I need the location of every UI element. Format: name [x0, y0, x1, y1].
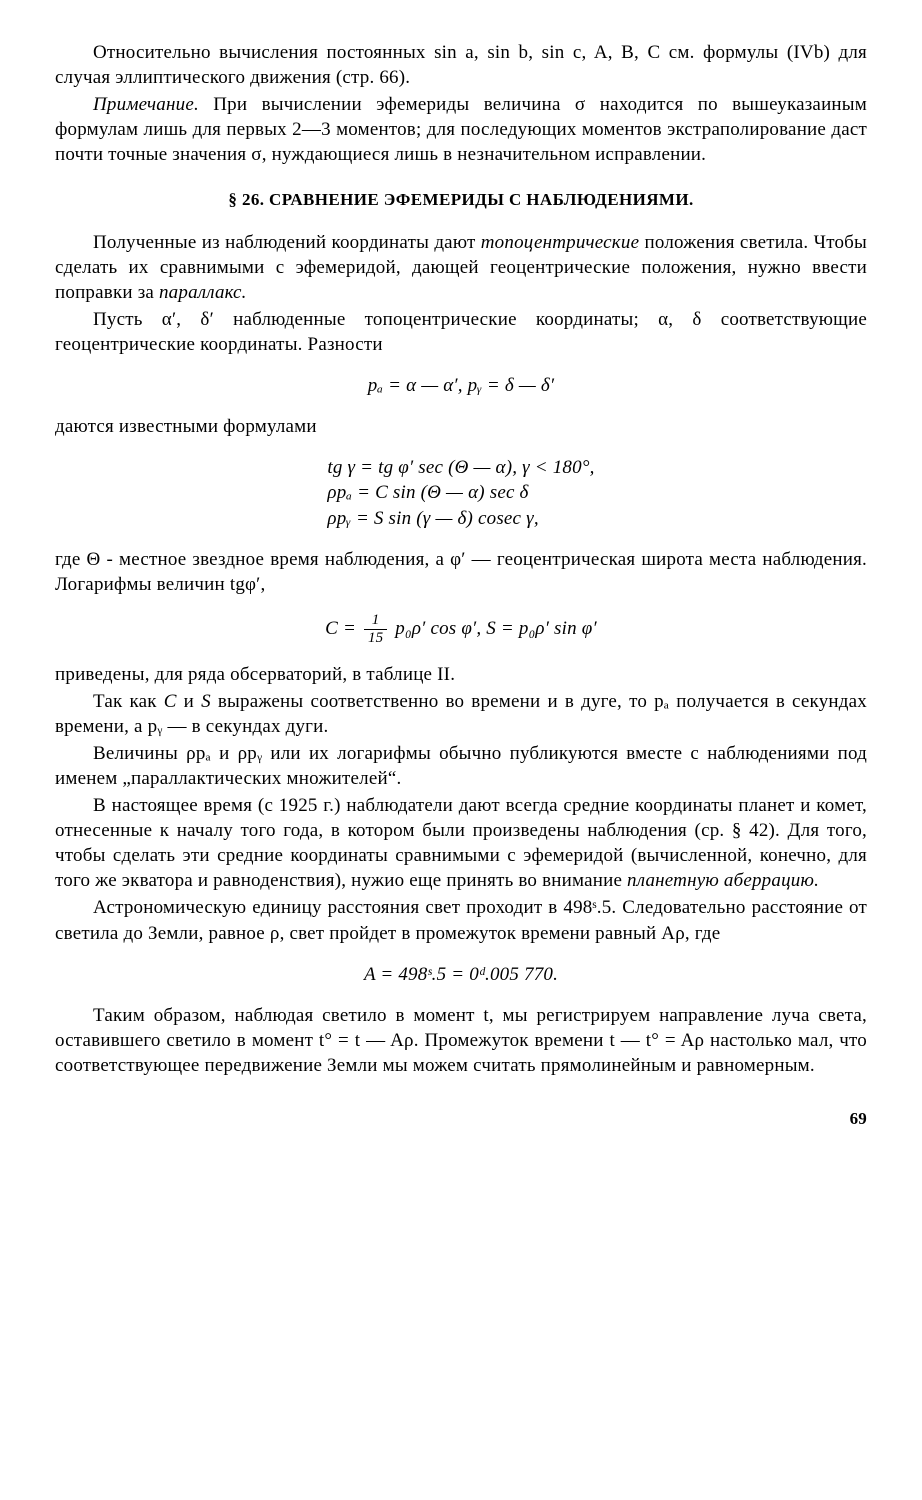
- eq3-num: 1: [364, 613, 387, 630]
- paragraph-8: Так как C и S выражены соответственно во…: [55, 689, 867, 739]
- paragraph-10: В настоящее время (с 1925 г.) наблюдател…: [55, 793, 867, 893]
- eq3-pre: C =: [325, 618, 361, 639]
- equation-1: pₐ = α — α′, pᵧ = δ — δ′: [55, 373, 867, 398]
- eq2-line-c: ρpᵧ = S sin (γ — δ) cosec γ,: [327, 508, 538, 529]
- equation-3: C = 115 p₀ρ′ cos φ′, S = p₀ρ′ sin φ′: [55, 613, 867, 646]
- paragraph-12: Таким образом, наблюдая светило в момент…: [55, 1003, 867, 1078]
- section-heading: § 26. СРАВНЕНИЕ ЭФЕМЕРИДЫ С НАБЛЮДЕНИЯМИ…: [55, 189, 867, 211]
- paragraph-7: приведены, для ряда обсерваторий, в табл…: [55, 662, 867, 687]
- equation-4: A = 498ˢ.5 = 0ᵈ.005 770.: [55, 962, 867, 987]
- eq1-text: pₐ = α — α′, pᵧ = δ — δ′: [368, 375, 555, 396]
- p10-b: планетную аберрацию.: [627, 870, 819, 891]
- paragraph-4: Пусть α′, δ′ наблюденные топоцентрически…: [55, 307, 867, 357]
- p3-a: Полученные из наблюдений координаты дают: [93, 232, 481, 253]
- note-lead: Примечание.: [93, 94, 199, 115]
- equation-2: tg γ = tg φ′ sec (Θ — α), γ < 180°, ρpₐ …: [55, 455, 867, 530]
- p8-a: Так как: [93, 691, 164, 712]
- p8-d: S: [201, 691, 211, 712]
- paragraph-6: где Θ - местное звездное время наблюдени…: [55, 547, 867, 597]
- paragraph-1: Относительно вычисления постоянных sin a…: [55, 40, 867, 90]
- eq2-line-b: ρpₐ = C sin (Θ — α) sec δ: [327, 482, 528, 503]
- p3-b: топоцентрические: [481, 232, 639, 253]
- paragraph-9: Величины ρpₐ и ρpᵧ или их логарифмы обыч…: [55, 741, 867, 791]
- paragraph-2: Примечание. При вычислении эфемериды вел…: [55, 92, 867, 167]
- p8-c: и: [177, 691, 202, 712]
- eq4-text: A = 498ˢ.5 = 0ᵈ.005 770.: [364, 964, 558, 985]
- eq3-mid: p₀ρ′ cos φ′, S = p₀ρ′ sin φ′: [390, 618, 596, 639]
- eq3-den: 15: [364, 630, 387, 646]
- eq3-fraction: 115: [364, 613, 387, 646]
- eq2-line-a: tg γ = tg φ′ sec (Θ — α), γ < 180°,: [327, 457, 594, 478]
- paragraph-11: Астрономическую единицу расстояния свет …: [55, 895, 867, 945]
- p3-d: параллакс.: [159, 282, 247, 303]
- p8-b: C: [164, 691, 177, 712]
- paragraph-3: Полученные из наблюдений координаты дают…: [55, 230, 867, 305]
- paragraph-5: даются известными формулами: [55, 414, 867, 439]
- page-number: 69: [55, 1108, 867, 1130]
